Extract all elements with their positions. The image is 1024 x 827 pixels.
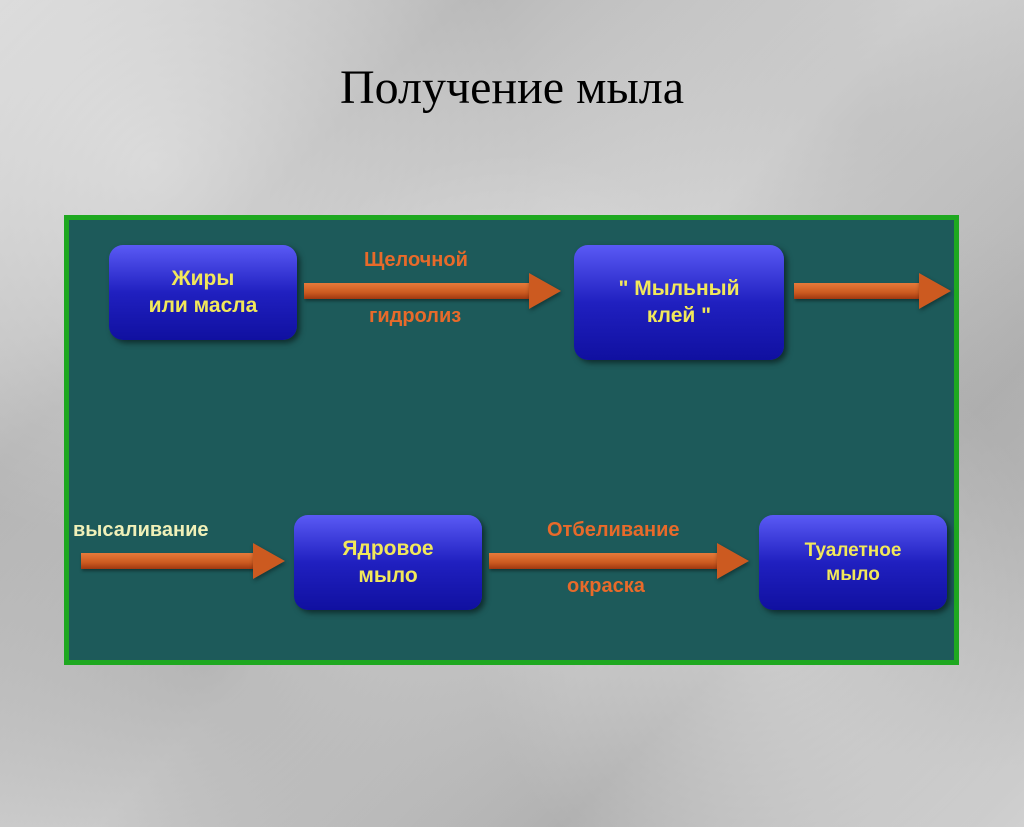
arrow-shaft xyxy=(794,283,919,299)
node-soap-glue-line2: клей " xyxy=(647,303,711,329)
arrow-head-icon xyxy=(529,273,561,309)
arrow-hydrolysis: Щелочной гидролиз xyxy=(304,283,564,323)
arrow-shaft xyxy=(81,553,253,569)
arrow-label-top: высаливание xyxy=(73,519,209,542)
node-soap-glue: " Мыльный клей " xyxy=(574,245,784,360)
node-core-soap-line1: Ядровое xyxy=(342,536,433,562)
arrow-label-top: Отбеливание xyxy=(547,519,679,542)
node-fats-line1: Жиры xyxy=(172,266,235,292)
arrow-label-bottom: гидролиз xyxy=(369,305,461,328)
node-core-soap-line2: мыло xyxy=(358,563,417,589)
node-fats: Жиры или масла xyxy=(109,245,297,340)
arrow-salting: высаливание xyxy=(81,553,288,593)
arrow-shaft xyxy=(489,553,717,569)
arrow-head-icon xyxy=(253,543,285,579)
arrow-out xyxy=(794,283,954,323)
node-soap-glue-line1: " Мыльный xyxy=(619,276,740,302)
arrow-head-icon xyxy=(919,273,951,309)
node-toilet-soap-line1: Туалетное xyxy=(805,539,902,563)
page-title: Получение мыла xyxy=(0,60,1024,115)
node-toilet-soap: Туалетное мыло xyxy=(759,515,947,610)
arrow-bleaching: Отбеливание окраска xyxy=(489,553,752,593)
arrow-shaft xyxy=(304,283,529,299)
node-toilet-soap-line2: мыло xyxy=(826,563,880,587)
node-fats-line2: или масла xyxy=(149,293,258,319)
arrow-label-top: Щелочной xyxy=(364,249,468,272)
arrow-head-icon xyxy=(717,543,749,579)
node-core-soap: Ядровое мыло xyxy=(294,515,482,610)
arrow-label-bottom: окраска xyxy=(567,575,645,598)
flowchart-container: Жиры или масла " Мыльный клей " Ядровое … xyxy=(64,215,959,665)
